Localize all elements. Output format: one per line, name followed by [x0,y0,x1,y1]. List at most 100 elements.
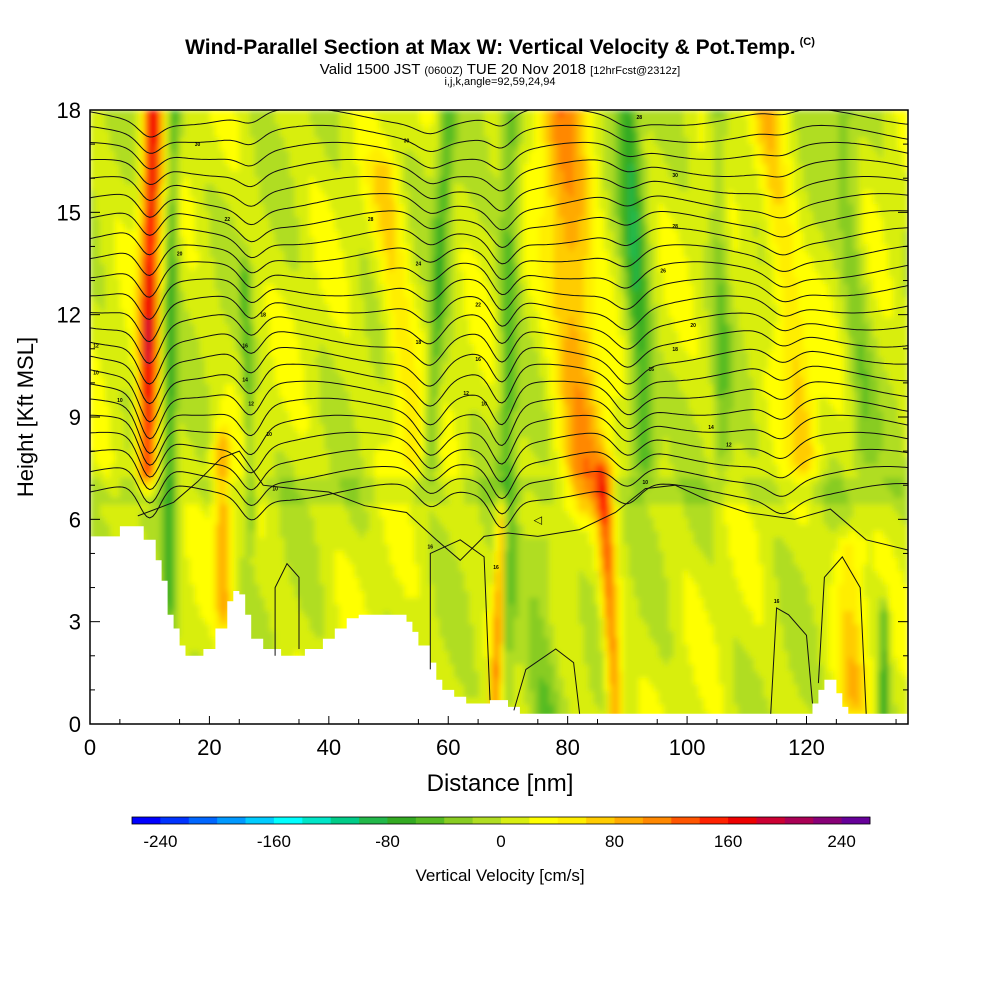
isentrope-label: 30 [672,173,678,179]
colorbar-swatch [330,817,360,824]
isentrope-contours [90,110,908,529]
isentrope-line [90,261,908,298]
isentrope-line [90,227,908,265]
colorbar-swatch [359,817,388,824]
colorbar-swatch [557,817,587,824]
isentrope-label: 30 [404,139,410,145]
isentrope-label: 16 [428,545,434,551]
isentrope-line [90,330,908,385]
x-tick-label: 40 [317,735,341,760]
isentrope-label: 20 [177,251,183,257]
isentrope-label: 16 [493,565,499,571]
y-tick-label: 9 [69,405,81,430]
isentrope-line [90,448,908,500]
colorbar-tick-label: -80 [375,832,400,851]
isentrope-line [90,141,908,171]
isentrope-label: 12 [248,401,254,407]
chart-params: i,j,k,angle=92,59,24,94 [444,76,556,88]
isentrope-label: 24 [416,262,422,268]
subtitle-valid: Valid 1500 JST [319,61,421,78]
isentrope-line [90,295,908,343]
isentrope-line [90,110,908,138]
isentrope-label: 10 [266,432,272,438]
colorbar-swatch [841,817,871,824]
x-tick-label: 20 [197,735,221,760]
velocity-field [90,110,908,724]
isentrope-label: 18 [260,313,266,319]
isentrope-label: 30 [195,142,201,148]
isentrope-label: 16 [242,343,248,349]
isentrope-label: 10 [481,401,487,407]
isentrope-label: 28 [672,224,678,230]
y-axis-label: Height [Kft MSL] [13,337,38,497]
isentrope-label: 20 [690,323,696,329]
isentrope-label: 16 [475,357,481,363]
isentrope-label: 28 [637,115,643,121]
isentrope-line [90,483,908,529]
terrain-mask [90,526,908,724]
isentrope-line [90,380,908,440]
colorbar-swatch [415,817,445,824]
colorbar-tick-label: 160 [714,832,742,851]
velocity-contour [137,450,908,561]
chart-subtitle: Valid 1500 JST (0600Z) TUE 20 Nov 2018 [… [0,61,1000,78]
colorbar-swatch [444,817,474,824]
low-level-contours: ◁ [137,450,908,714]
chart-title-tag: (C) [799,36,815,48]
isentrope-label: 18 [672,347,678,353]
contour-labels: 30 22 20 18 16 14 12 12 10 10 10 10 28 24 18 30 12 10 22 16… [93,115,779,605]
x-tick-label: 0 [84,735,96,760]
isentrope-line [90,278,908,320]
isentrope-label: 28 [368,217,374,223]
colorbar-swatch [642,817,672,824]
axes: 0 20 40 60 80 100 120 0 3 6 9 12 15 18 [57,98,908,760]
y-tick-label: 6 [69,507,81,532]
contour-marker: ◁ [534,514,543,526]
colorbar-swatch [728,817,757,824]
isentrope-label: 22 [225,217,231,223]
isentrope-label: 22 [475,302,481,308]
colorbar-swatch [784,817,814,824]
isentrope-label: 14 [242,378,248,384]
colorbar-tick-label: -160 [257,832,291,851]
y-tick-label: 12 [57,303,81,328]
velocity-contour [429,539,491,701]
y-tick-label: 0 [69,712,81,737]
isentrope-line [90,244,908,280]
y-tick-label: 18 [57,98,81,123]
colorbar-swatch [188,817,218,824]
colorbar-swatch [387,817,417,824]
subtitle-date: TUE 20 Nov 2018 [466,61,586,78]
x-tick-label: 100 [669,735,706,760]
isentrope-line [90,414,908,466]
velocity-contour [513,648,581,714]
velocity-contour [817,556,867,714]
x-axis-label: Distance [nm] [427,770,574,797]
colorbar-frame [131,816,871,825]
colorbar-swatch [756,817,786,824]
colorbar: -240 -160 -80 0 80 160 240 [131,816,871,851]
subtitle-zulu: (0600Z) [424,65,463,77]
y-tick-label: 3 [69,610,81,635]
colorbar-swatch [501,817,530,824]
isentrope-line [90,397,908,454]
y-tick-label: 15 [57,200,81,225]
isentrope-line [90,363,908,423]
colorbar-label: Vertical Velocity [cm/s] [415,866,584,885]
isentrope-label: 10 [643,480,649,486]
isentrope-label: 26 [660,268,666,274]
isentrope-line [90,347,908,405]
isentrope-label: 14 [708,425,714,431]
velocity-contour [770,607,813,714]
colorbar-swatch [217,817,246,824]
isentrope-label: 10 [272,487,278,493]
colorbar-tick-label: 0 [496,832,505,851]
colorbar-swatch [529,817,559,824]
chart-title: Wind-Parallel Section at Max W: Vertical… [0,36,1000,60]
isentrope-label: 16 [649,367,655,373]
colorbar-swatch [160,817,190,824]
isentrope-line [90,193,908,231]
colorbar-swatch [273,817,303,824]
colorbar-swatch [245,817,275,824]
